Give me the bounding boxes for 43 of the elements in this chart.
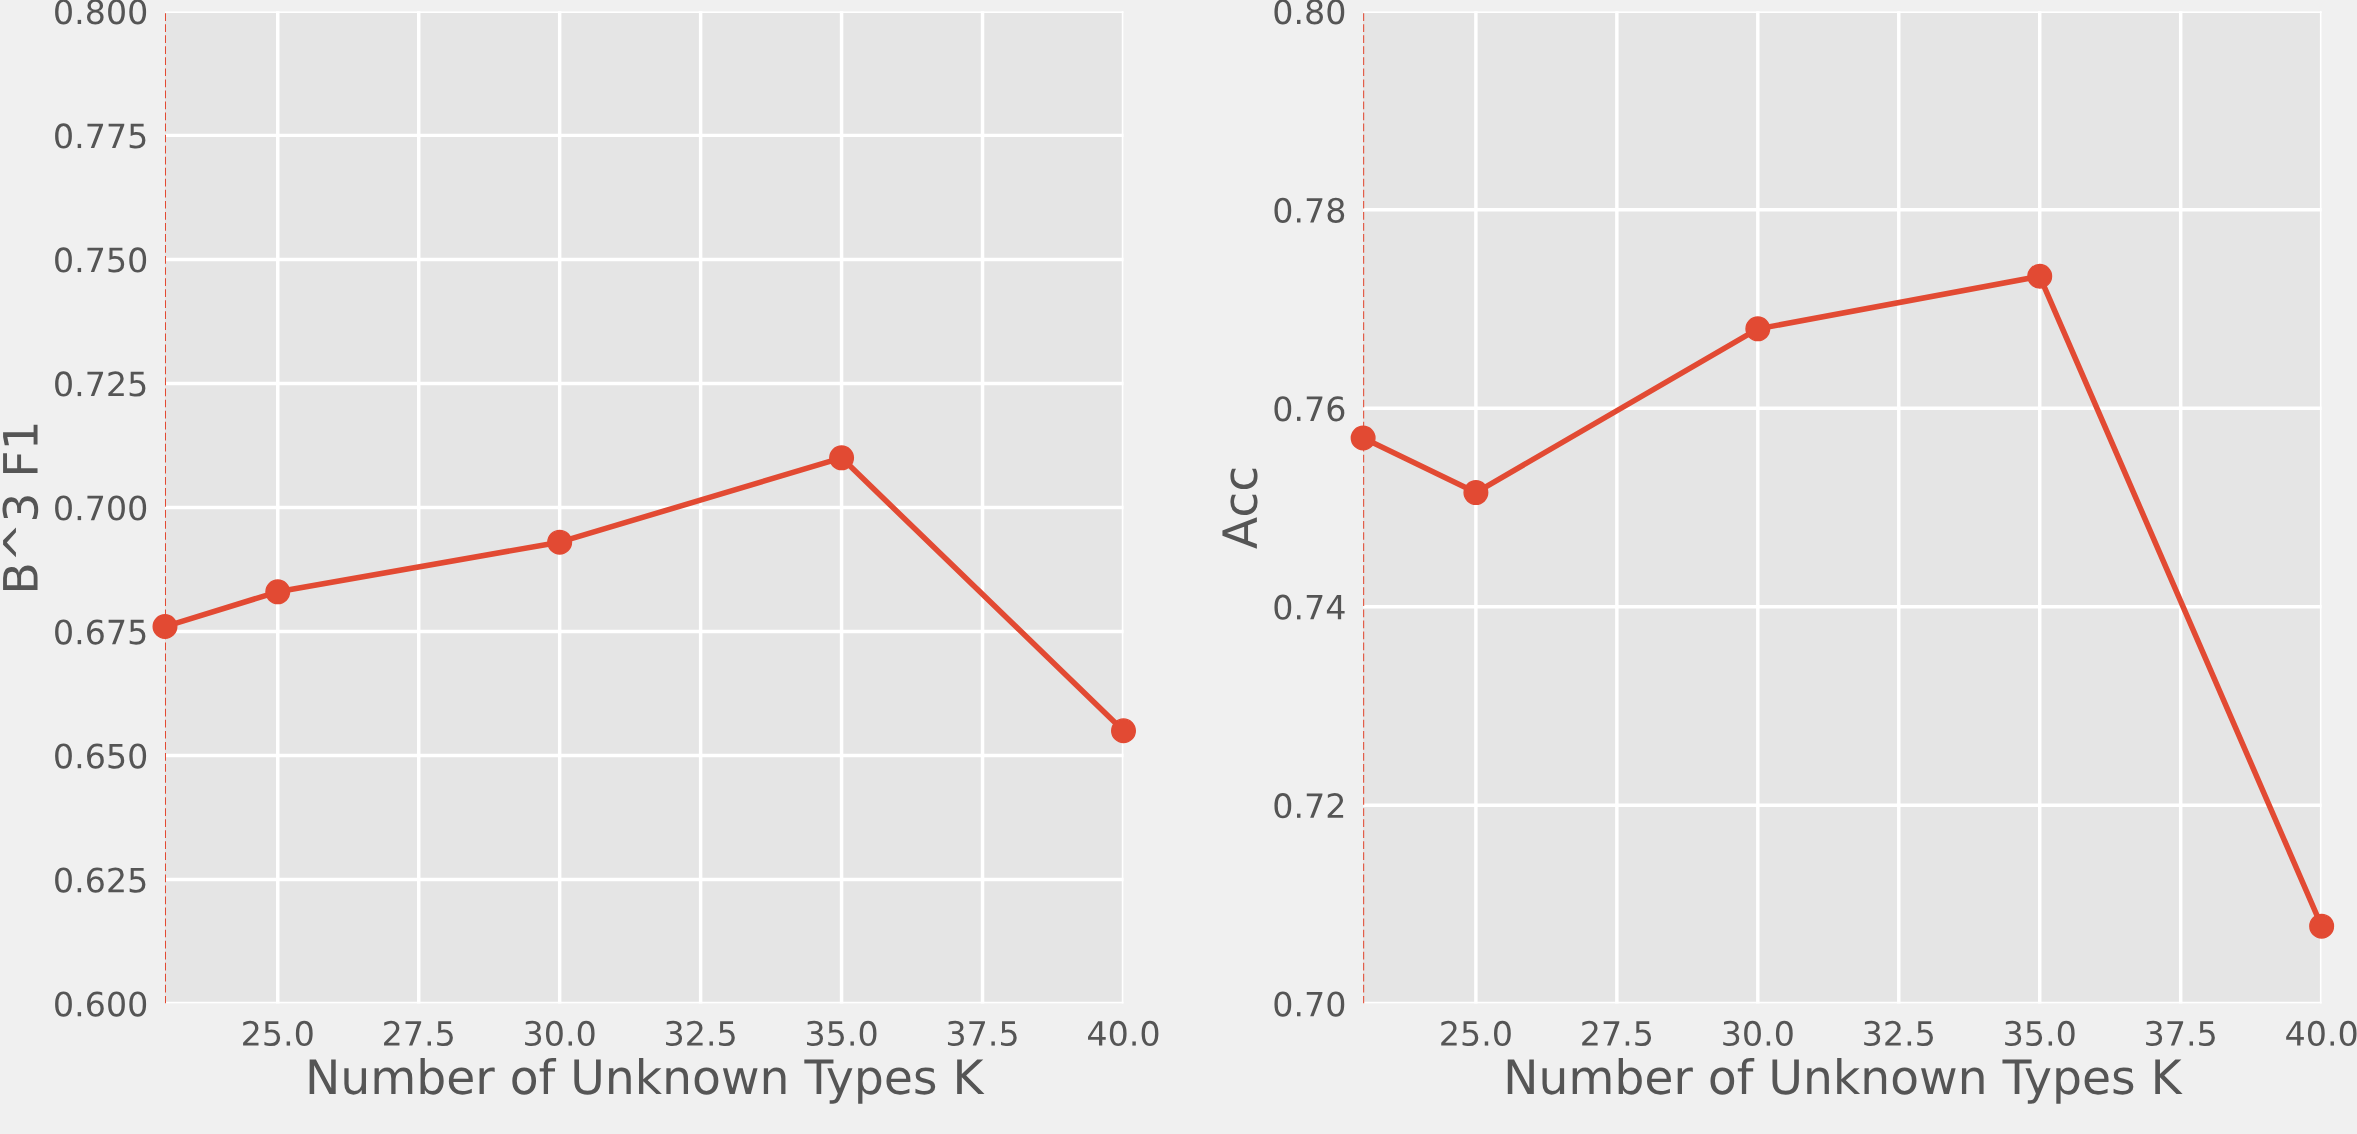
x-tick-label: 30.0 <box>1723 1020 1793 1047</box>
y-tick-label: 0.74 <box>1274 594 1345 620</box>
point <box>152 614 178 640</box>
y-tick-label: 0.78 <box>1274 197 1345 223</box>
point <box>1350 425 1376 451</box>
y-tick-label: 0.675 <box>55 619 146 645</box>
y-tick-label: 0.775 <box>55 123 146 149</box>
x-tick-label: 30.0 <box>525 1020 595 1047</box>
point <box>829 445 855 471</box>
y-tick-label: 0.600 <box>55 991 147 1017</box>
x-axis-title: Number of Unknown Types K <box>1507 1058 2183 1104</box>
x-tick-label: 32.5 <box>666 1020 735 1047</box>
x-tick-label: 35.0 <box>807 1020 877 1047</box>
point <box>2309 913 2335 939</box>
y-tick-label: 0.76 <box>1274 396 1345 422</box>
y-tick-label: 0.650 <box>55 743 147 769</box>
y-tick-label: 0.70 <box>1274 991 1345 1017</box>
y-tick-label: 0.625 <box>55 867 146 893</box>
y-tick-label: 0.72 <box>1274 793 1344 819</box>
x-tick-label: 40.0 <box>2286 1020 2357 1047</box>
point <box>1745 316 1771 342</box>
y-axis-title: B^3 F1 <box>2 424 39 590</box>
point <box>1111 718 1137 744</box>
x-tick-label: 32.5 <box>1864 1020 1933 1047</box>
x-tick-label: 37.5 <box>2146 1020 2215 1047</box>
x-tick-label: 40.0 <box>1088 1020 1159 1047</box>
y-tick-label: 0.725 <box>55 371 146 397</box>
point <box>547 529 573 555</box>
x-tick-label: 27.5 <box>1582 1020 1652 1047</box>
x-tick-label: 35.0 <box>2005 1020 2075 1047</box>
y-tick-label: 0.800 <box>55 0 147 25</box>
point <box>265 579 291 605</box>
x-tick-label: 25.0 <box>1441 1020 1511 1047</box>
x-tick-label: 37.5 <box>947 1020 1017 1047</box>
x-axis-title: Number of Unknown Types K <box>309 1058 985 1104</box>
x-tick-label: 25.0 <box>243 1020 313 1047</box>
x-tick-label: 27.5 <box>384 1020 453 1047</box>
y-tick-label: 0.80 <box>1274 0 1345 25</box>
y-axis-title: Acc <box>1222 468 1258 549</box>
point <box>2027 263 2053 289</box>
point <box>1463 480 1489 506</box>
y-tick-label: 0.750 <box>55 247 147 273</box>
y-tick-label: 0.700 <box>55 495 147 521</box>
